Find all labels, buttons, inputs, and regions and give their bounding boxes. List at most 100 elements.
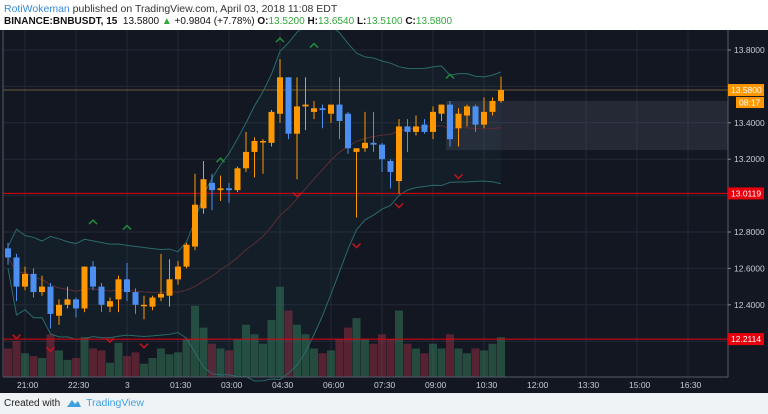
candle-body — [73, 299, 79, 309]
candle-body — [226, 188, 232, 191]
candle-body — [319, 108, 326, 111]
candle-body — [404, 126, 411, 132]
candle-body — [396, 126, 402, 182]
candle-body — [47, 286, 54, 314]
volume-bar — [276, 286, 284, 377]
candle-body — [311, 108, 317, 112]
time-tick-label: 10:30 — [476, 380, 498, 390]
candle-body — [481, 111, 487, 125]
time-tick-label: 01:30 — [170, 380, 192, 390]
candle-body — [81, 266, 88, 309]
volume-bar — [157, 348, 165, 377]
candle-body — [132, 292, 139, 305]
candle-body — [90, 266, 96, 287]
tradingview-link[interactable]: TradingView — [66, 397, 144, 409]
signal-up-icon — [122, 224, 132, 231]
volume-bar — [318, 353, 327, 377]
signal-down-icon — [105, 337, 115, 344]
chart-canvas[interactable]: 13.8000 13.4000 13.2000 12.8000 12.6000 12.40… — [0, 22, 768, 393]
candle-body — [217, 188, 224, 191]
volume-bar — [216, 348, 225, 377]
candle-body — [39, 286, 45, 293]
signal-up-icon — [215, 157, 226, 163]
candle-body — [115, 279, 122, 300]
candle-body — [362, 142, 368, 149]
up-triangle-icon: ▲ — [161, 16, 172, 27]
signal-down-icon — [351, 243, 362, 249]
price-tick-label: 13.2000 — [734, 154, 765, 164]
price-change: +0.9804 (+7.78%) — [174, 16, 255, 27]
candle-body — [124, 279, 130, 293]
volume-bar — [310, 348, 318, 377]
volume-bar — [97, 350, 106, 377]
candle-body — [353, 148, 360, 152]
time-tick-label: 21:00 — [17, 380, 39, 390]
price-chart[interactable]: 13.8000 13.4000 13.2000 12.8000 12.6000 12.40… — [0, 22, 768, 393]
bollinger-fill — [8, 23, 501, 382]
countdown-label: 08:17 — [739, 98, 761, 108]
volume-bar — [327, 350, 335, 377]
candle-body — [328, 104, 334, 114]
chart-header: RotiWokeman published on TradingView.com… — [0, 0, 768, 30]
candle-body — [243, 151, 249, 169]
bollinger-lower — [7, 180, 502, 382]
bollinger-upper — [7, 22, 502, 253]
price-line-badge — [728, 333, 764, 346]
time-tick-label: 22:30 — [68, 380, 90, 390]
volume-bar — [123, 356, 131, 377]
price-line-badge — [728, 187, 764, 200]
volume-bar — [80, 337, 89, 377]
candle-body — [447, 104, 453, 140]
volume-bar — [454, 348, 463, 377]
candle-body — [472, 106, 479, 125]
ohlc-line: BINANCE:BNBUSDT, 15 13.5800 ▲ +0.9804 (+… — [4, 16, 452, 27]
volume-bar — [174, 352, 182, 377]
symbol-label: BINANCE:BNBUSDT, 15 — [4, 16, 118, 27]
high-label: H: — [307, 16, 318, 27]
candle-body — [141, 304, 147, 307]
price-tick-label: 12.4000 — [734, 300, 765, 310]
volume-bar — [259, 343, 267, 377]
volume-bar — [488, 343, 497, 377]
candle-body — [268, 111, 275, 143]
candle-body — [285, 77, 292, 134]
author-link[interactable]: RotiWokeman — [4, 3, 70, 15]
time-tick-label: 16:30 — [680, 380, 702, 390]
volume-bar — [140, 363, 148, 377]
volume-bar — [386, 339, 395, 377]
candle-body — [277, 77, 283, 114]
candle-body — [149, 297, 156, 307]
last-price: 13.5800 — [122, 16, 160, 27]
price-line-label: 13.0119 — [731, 188, 761, 198]
volume-bar — [225, 350, 233, 377]
candle-body — [22, 273, 28, 287]
volume-bar — [148, 358, 157, 377]
volume-bar — [114, 342, 123, 377]
candle-body — [5, 248, 11, 258]
candle-body — [413, 126, 419, 132]
volume-bar — [21, 353, 29, 377]
volume-bar — [4, 348, 12, 377]
candle-body — [158, 293, 164, 298]
signal-down-icon — [394, 202, 404, 209]
candle-body — [98, 286, 105, 305]
signal-down-icon — [45, 346, 56, 353]
volume-bar — [106, 362, 114, 377]
signal-down-icon — [292, 192, 302, 198]
candle-body — [192, 204, 198, 247]
candle-body — [166, 279, 173, 296]
volume-bar — [165, 354, 174, 377]
candle-body — [421, 124, 428, 132]
countdown-badge — [736, 97, 764, 109]
last-price-label: 13.5800 — [731, 85, 762, 95]
signal-down-icon — [139, 343, 149, 349]
signal-down-icon — [453, 173, 464, 180]
price-tick-label: 12.8000 — [734, 227, 765, 237]
signal-up-icon — [88, 219, 98, 225]
volume-bar — [480, 350, 488, 377]
publish-info: published on TradingView.com, April 03, … — [72, 3, 338, 15]
open-label: O: — [257, 16, 269, 27]
created-with-label: Created with — [4, 397, 61, 409]
close-label: C: — [405, 16, 416, 27]
low-value: 13.5100 — [366, 16, 403, 27]
